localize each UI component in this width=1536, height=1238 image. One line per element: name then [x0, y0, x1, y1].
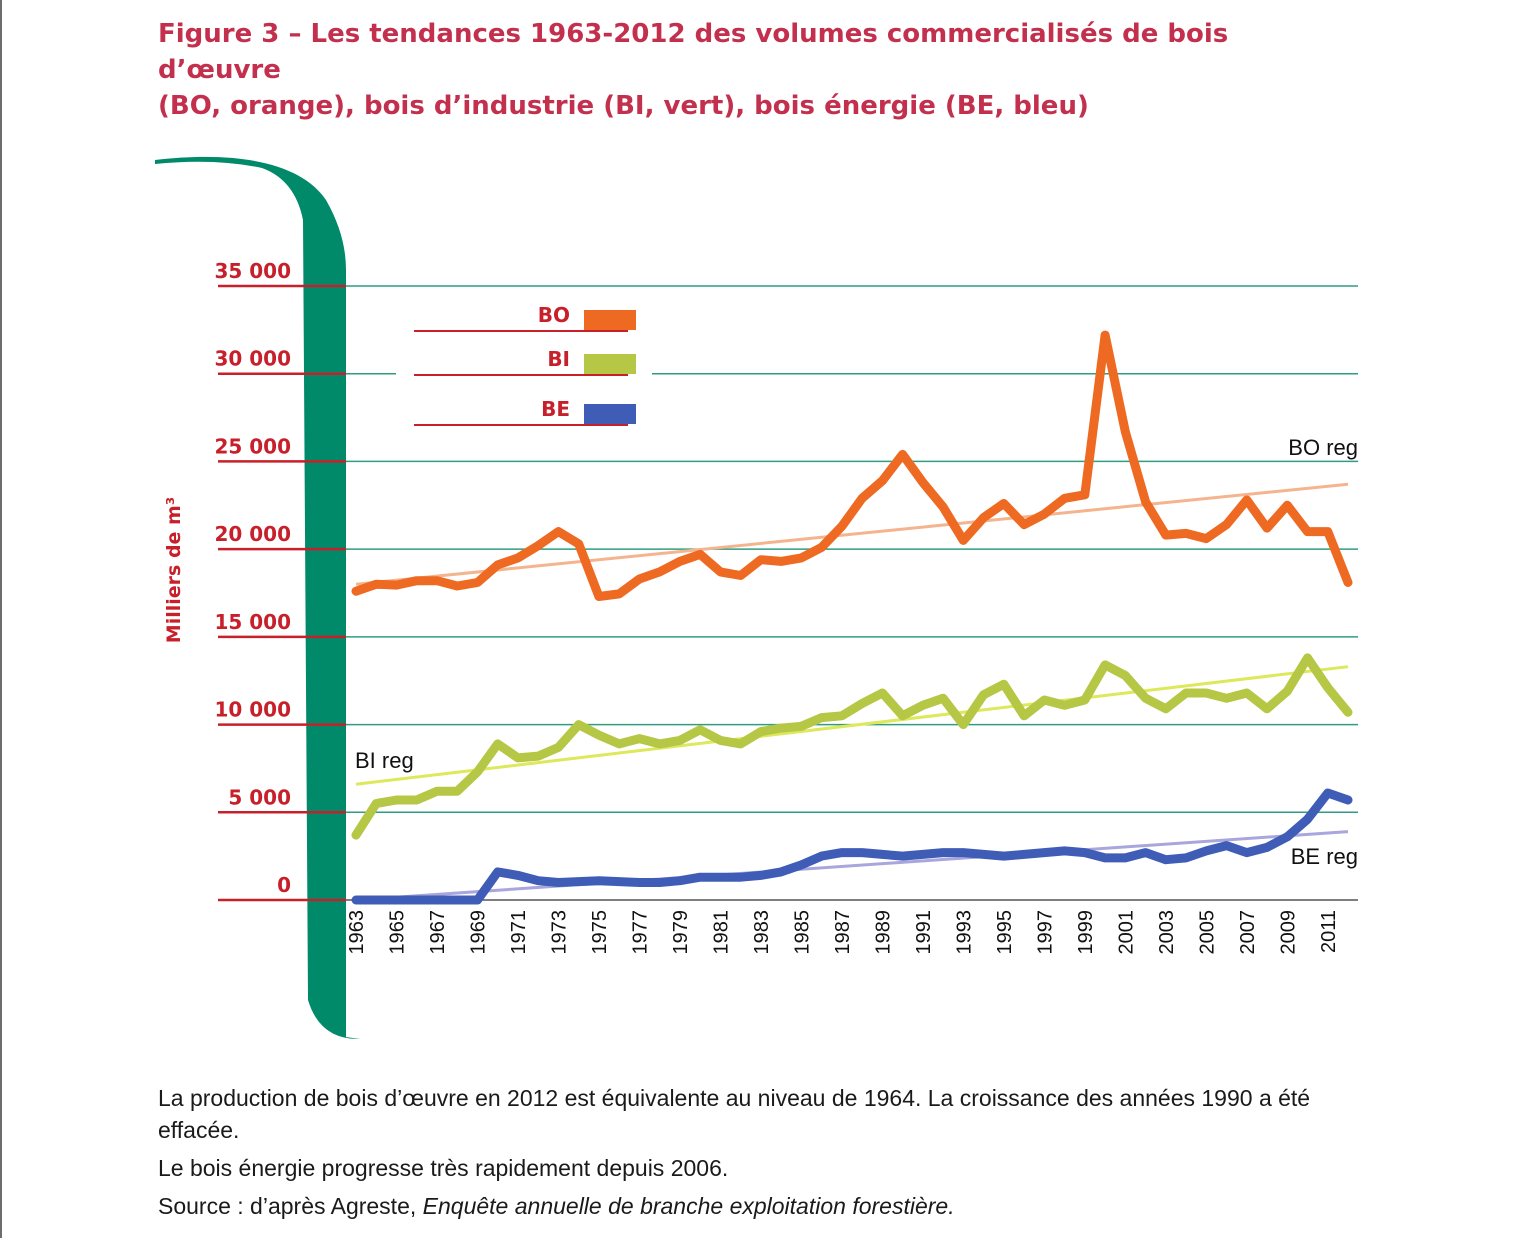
x-tick-label-2011: 2011 — [1318, 910, 1340, 953]
x-tick-label-1987: 1987 — [832, 910, 854, 955]
x-tick-label-2007: 2007 — [1237, 910, 1259, 955]
x-tick-label-1981: 1981 — [710, 910, 732, 955]
legend-label-bi: BI — [547, 347, 570, 371]
x-tick-label-1999: 1999 — [1075, 910, 1097, 955]
series-line-bo — [351, 330, 1353, 601]
x-tick-label-1985: 1985 — [791, 910, 813, 955]
x-tick-label-1979: 1979 — [670, 910, 692, 955]
source-line: Source : d’après Agreste, Enquête annuel… — [158, 1190, 1378, 1222]
y-tick-label-20000: 20 000 — [214, 522, 291, 546]
x-tick-label-1963: 1963 — [346, 910, 368, 955]
x-tick-label-1977: 1977 — [629, 910, 651, 955]
regression-line-be-reg — [355, 830, 1349, 902]
legend-label-bo: BO — [538, 303, 570, 327]
green-bracket-decoration — [155, 156, 360, 1040]
x-tick-label-1973: 1973 — [548, 910, 570, 955]
x-tick-label-2001: 2001 — [1115, 910, 1137, 955]
y-tick-label-5000: 5 000 — [228, 785, 291, 809]
x-tick-label-1983: 1983 — [751, 910, 773, 955]
regression-label-bo-reg: BO reg — [1288, 435, 1358, 460]
x-tick-label-1991: 1991 — [913, 910, 935, 955]
legend-swatch-bo — [584, 310, 636, 330]
y-tick-label-15000: 15 000 — [214, 610, 291, 634]
legend-label-be: BE — [541, 397, 570, 421]
x-tick-label-1997: 1997 — [1034, 910, 1056, 955]
figure-title-line-1: Figure 3 – Les tendances 1963-2012 des v… — [158, 19, 1229, 85]
x-tick-label-1969: 1969 — [467, 910, 489, 955]
y-axis-title: Milliers de m³ — [163, 497, 185, 643]
figure-title: Figure 3 – Les tendances 1963-2012 des v… — [158, 16, 1358, 124]
source-prefix: Source : d’après Agreste, — [158, 1193, 423, 1219]
y-tick-label-10000: 10 000 — [214, 698, 291, 722]
series-line-bi — [351, 653, 1353, 840]
note-1: La production de bois d’œuvre en 2012 es… — [158, 1085, 1311, 1143]
figure-notes: La production de bois d’œuvre en 2012 es… — [158, 1082, 1378, 1228]
source-title: Enquête annuelle de branche exploitation… — [422, 1193, 955, 1219]
y-tick-label-30000: 30 000 — [214, 347, 291, 371]
legend-swatch-be — [584, 404, 636, 424]
y-tick-label-25000: 25 000 — [214, 434, 291, 458]
regression-label-be-reg: BE reg — [1291, 844, 1358, 869]
x-tick-label-2009: 2009 — [1277, 910, 1299, 955]
legend-swatch-bi — [584, 354, 636, 374]
x-tick-label-2003: 2003 — [1156, 910, 1178, 955]
regression-line-bo-reg — [355, 482, 1349, 586]
figure-title-line-2: (BO, orange), bois d’industrie (BI, vert… — [158, 91, 1089, 121]
note-2: Le bois énergie progresse très rapidemen… — [158, 1155, 729, 1181]
y-tick-label-35000: 35 000 — [214, 259, 291, 283]
page-left-border — [0, 0, 2, 1238]
x-tick-label-1993: 1993 — [953, 910, 975, 955]
x-tick-label-1965: 1965 — [386, 910, 408, 955]
x-tick-label-1989: 1989 — [872, 910, 894, 955]
x-tick-label-1995: 1995 — [994, 910, 1016, 955]
x-tick-label-2005: 2005 — [1196, 910, 1218, 955]
x-tick-label-1967: 1967 — [427, 910, 449, 955]
regression-label-bi-reg: BI reg — [355, 748, 414, 773]
y-tick-label-0: 0 — [277, 873, 291, 897]
series-line-be — [351, 788, 1353, 905]
regression-line-bi-reg — [355, 665, 1349, 786]
line-chart: Milliers de m³ 0 5 000 10 000 15 000 20 000 25… — [155, 156, 1358, 1040]
x-tick-label-1971: 1971 — [508, 910, 530, 955]
x-tick-label-1975: 1975 — [589, 910, 611, 955]
